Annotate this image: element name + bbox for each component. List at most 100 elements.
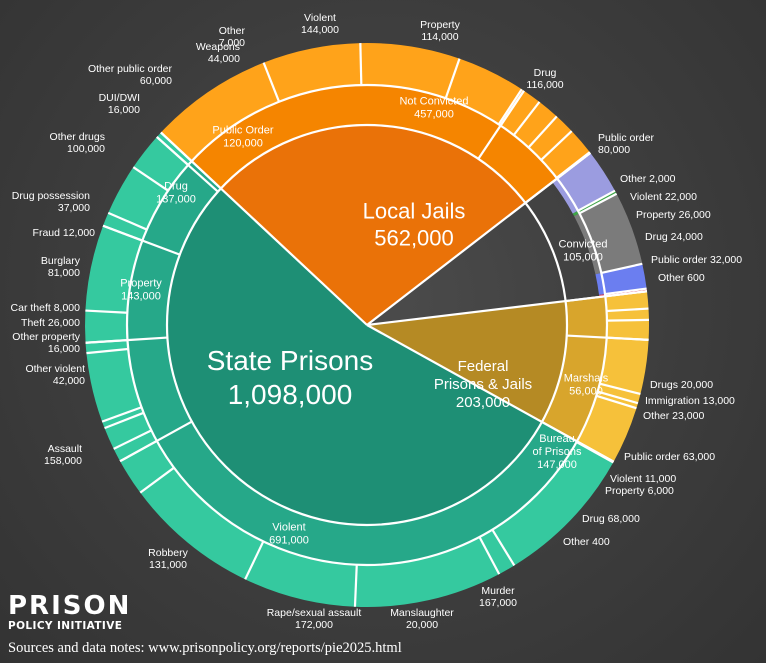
slice-state-prisons-murder-167-000 <box>492 441 614 566</box>
detail-separator <box>101 406 142 423</box>
detail-separator <box>556 151 592 180</box>
slice-federal-prisons-jails-marshals <box>565 296 608 338</box>
label-federal-prisons-jails-other-400: Other 400 <box>563 536 610 548</box>
slice-state-prisons <box>167 188 542 526</box>
label-local-jails-property-114-000: Property 114,000 <box>420 19 460 43</box>
slice-state-prisons-other-property-16-000 <box>113 430 157 462</box>
slice-state-prisons-other-7-000 <box>156 132 192 165</box>
slice-state-prisons-dui-dwi-16-000 <box>103 212 147 241</box>
logo-subtitle: POLICY INITIATIVE <box>8 620 123 632</box>
detail-separator <box>512 101 541 136</box>
slice-state-prisons-public-order <box>142 164 218 255</box>
detail-separator <box>599 382 641 396</box>
label-state-prisons-drug: Drug 137,000 <box>156 181 196 206</box>
detail-separator <box>132 166 169 192</box>
label-federal-prisons-jails-other-23-000: Other 23,000 <box>643 410 704 422</box>
label-state-prisons-manslaughter-20-000: Manslaughter 20,000 <box>390 607 454 631</box>
label-state-prisons-violent: Violent 691,000 <box>269 522 309 547</box>
label-state-prisons-other-public-order-60-000: Other public order 60,000 <box>88 63 173 87</box>
label-local-jails: Local Jails 562,000 <box>363 199 466 251</box>
label-state-prisons-car-theft-8-000: Car theft 8,000 <box>11 302 81 314</box>
slice-local-jails-violent-144-000 <box>160 62 280 162</box>
detail-separator <box>597 390 639 405</box>
label-state-prisons-theft-26-000: Theft 26,000 <box>21 317 80 329</box>
slice-federal-prisons-jails-drugs-20-000 <box>605 291 649 312</box>
detail-separator <box>85 309 128 314</box>
label-federal-prisons-jails-drug-68-000: Drug 68,000 <box>582 513 640 525</box>
slice-local-jails-not-convicted <box>191 84 501 189</box>
detail-separator <box>578 192 618 215</box>
system-ring <box>167 124 567 526</box>
label-federal-prisons-jails-property-6-000: Property 6,000 <box>605 485 674 497</box>
middle-ring-border <box>125 83 609 567</box>
slice-federal-prisons-jails-public-order-63-000 <box>599 337 649 394</box>
detail-separator <box>478 536 501 575</box>
label-state-prisons-assault-158-000: Assault 158,000 <box>44 443 82 467</box>
detail-separator <box>139 466 175 494</box>
ring-separators <box>85 43 649 607</box>
detail-separator <box>156 136 189 166</box>
detail-separator <box>244 540 265 580</box>
detail-separator <box>595 394 637 410</box>
slice-other-systems-other-systems-1 <box>572 190 617 217</box>
inner-ring-border <box>165 123 569 527</box>
label-federal-prisons-jails-bureau-of-prisons: Bureau of Prisons 147,000 <box>533 433 582 471</box>
slice-federal-prisons-jails-property-6-000 <box>596 391 638 409</box>
label-state-prisons-dui-dwi-16-000: DUI/DWI 16,000 <box>99 92 141 116</box>
slice-state-prisons-burglary-81-000 <box>86 348 142 422</box>
slice-state-prisons-violent <box>156 421 577 566</box>
slice-state-prisons-assault-158-000 <box>140 467 264 580</box>
label-state-prisons-public-order: Public Order 120,000 <box>212 125 273 150</box>
label-local-jails-drug-24-000: Drug 24,000 <box>645 231 703 243</box>
label-state-prisons: State Prisons 1,098,000 <box>207 345 374 410</box>
detail-separator <box>359 43 363 86</box>
detail-separator <box>160 131 193 162</box>
slice-local-jails-drug-24-000 <box>528 116 572 160</box>
slice-federal-prisons-jails-other-23-000 <box>606 319 649 340</box>
slice-state-prisons-property <box>127 337 192 441</box>
label-state-prisons-fraud-12-000: Fraud 12,000 <box>33 227 96 239</box>
label-state-prisons-burglary-81-000: Burglary 81,000 <box>41 255 81 279</box>
slice-state-prisons-robbery-131-000 <box>245 541 357 607</box>
label-local-jails-not-convicted: Not Convicted 457,000 <box>399 96 468 121</box>
label-local-jails-other-2-000: Other 2,000 <box>620 173 676 185</box>
label-state-prisons-weapons-44-000: Weapons 44,000 <box>196 41 240 65</box>
source-note: Sources and data notes: www.prisonpolicy… <box>8 640 402 656</box>
slice-other-systems-other-systems-2 <box>574 193 643 275</box>
slice-local-jails-convicted <box>478 125 558 203</box>
slice-local-jails-property-114-000 <box>263 43 362 102</box>
slice-local-jails-public-order-80-000 <box>445 58 522 125</box>
label-state-prisons-murder-167-000: Murder 167,000 <box>479 585 517 609</box>
label-federal-prisons-jails-public-order-63-000: Public order 63,000 <box>624 451 715 463</box>
label-state-prisons-other-drugs-100-000: Other drugs 100,000 <box>50 131 106 155</box>
slice-federal-prisons-jails-violent-11-000 <box>597 383 641 404</box>
chart-labels: State Prisons 1,098,000 Local Jails 562,000… <box>11 12 743 631</box>
detail-separator <box>527 115 558 149</box>
slice-federal-prisons-jails <box>367 301 567 422</box>
detail-ring <box>84 43 649 607</box>
detail-separator <box>606 336 649 341</box>
label-state-prisons-robbery-131-000: Robbery 131,000 <box>148 547 188 571</box>
detail-separator <box>102 224 143 242</box>
slice-local-jails <box>220 124 526 326</box>
detail-separator <box>605 290 648 298</box>
slice-local-jails-public-order-32-000 <box>541 131 590 178</box>
slice-federal-prisons-jails-immigration-13-000 <box>606 308 649 321</box>
detail-separator <box>104 411 145 430</box>
label-local-jails-public-order-80-000: Public order 80,000 <box>598 132 655 156</box>
slice-local-jails-drug-116-000 <box>360 43 460 99</box>
label-federal-prisons-jails-drugs-20-000: Drugs 20,000 <box>650 379 713 391</box>
slice-state-prisons-manslaughter-20-000 <box>479 529 515 575</box>
detail-separator <box>113 429 152 450</box>
prison-policy-initiative-logo: PRISON POLICY INITIATIVE <box>8 592 131 633</box>
detail-separator <box>262 62 281 103</box>
detail-separator <box>601 262 643 274</box>
label-local-jails-violent-144-000: Violent 144,000 <box>301 12 339 36</box>
label-state-prisons-rape-sexual-assault-172-000: Rape/sexual assault 172,000 <box>267 607 362 631</box>
slice-local-jails-property-26-000 <box>513 101 557 148</box>
detail-separator <box>606 307 649 313</box>
offense-ring <box>127 84 608 566</box>
detail-separator <box>491 529 516 567</box>
label-state-prisons-property: Property 143,000 <box>120 278 162 303</box>
slice-federal-prisons-jails-bureau-of-prisons <box>541 335 607 442</box>
